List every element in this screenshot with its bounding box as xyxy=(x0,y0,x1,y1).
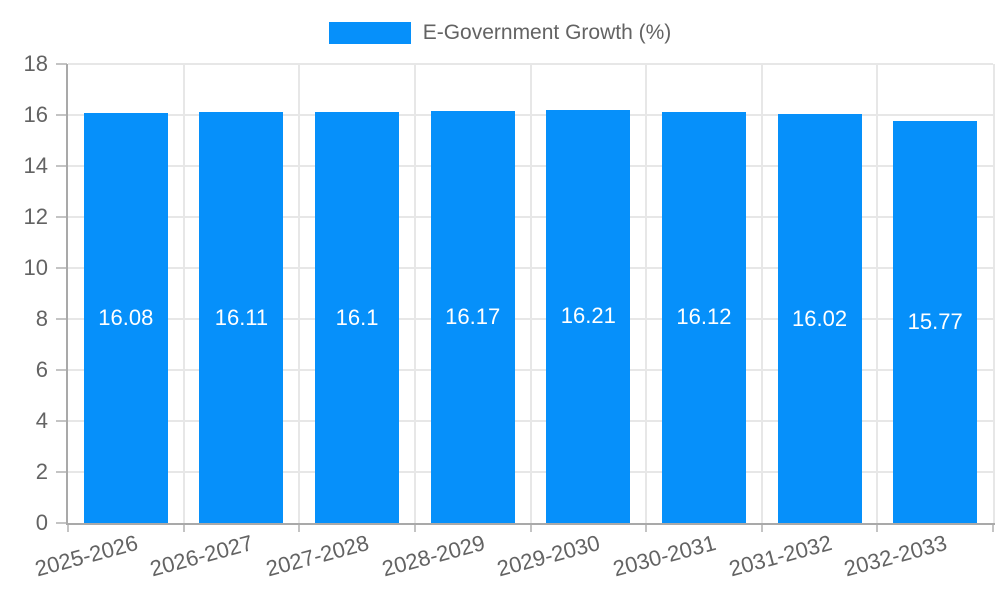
y-tick-label: 14 xyxy=(23,153,48,178)
x-tick-mark xyxy=(529,523,532,532)
x-tick-mark xyxy=(760,523,763,532)
bar-2028-2029: 16.17 xyxy=(430,110,515,523)
bar-value-label: 16.08 xyxy=(98,304,154,330)
gridline-x xyxy=(876,64,879,523)
bar-value-label: 16.12 xyxy=(676,304,732,330)
legend-label[interactable]: E-Government Growth (%) xyxy=(422,21,672,44)
bar-2025-2026: 16.08 xyxy=(83,112,168,523)
bar-value-label: 15.77 xyxy=(907,308,963,334)
plot-top-border xyxy=(68,63,993,65)
y-tick-label: 6 xyxy=(35,357,48,382)
gridline-x xyxy=(298,64,301,523)
x-tick-mark xyxy=(298,523,301,532)
y-tick-label: 12 xyxy=(23,204,48,229)
y-tick-mark xyxy=(56,420,67,422)
bar-value-label: 16.17 xyxy=(445,303,501,329)
bar-value-label: 16.21 xyxy=(560,303,616,329)
bar-value-label: 16.1 xyxy=(335,304,379,330)
gridline-x xyxy=(413,64,416,523)
bar-value-label: 16.02 xyxy=(792,305,848,331)
bar-2027-2028: 16.1 xyxy=(315,112,400,523)
x-tick-mark xyxy=(182,523,185,532)
bar-2032-2033: 15.77 xyxy=(893,120,978,523)
y-tick-mark xyxy=(56,267,67,269)
gridline-x xyxy=(529,64,532,523)
x-tick-mark xyxy=(645,523,648,532)
gridline-x xyxy=(760,64,763,523)
bar-value-label: 16.11 xyxy=(214,304,269,330)
y-tick-label: 16 xyxy=(23,102,48,127)
y-tick-mark xyxy=(56,114,67,116)
y-tick-label: 18 xyxy=(23,51,48,76)
y-tick-label: 0 xyxy=(35,510,48,535)
y-tick-mark xyxy=(56,369,67,371)
y-tick-mark xyxy=(56,63,67,65)
x-tick-mark xyxy=(413,523,416,532)
y-tick-mark xyxy=(56,318,67,320)
bar-2026-2027: 16.11 xyxy=(199,112,284,523)
plot-right-border xyxy=(993,64,995,523)
gridline-x xyxy=(182,64,185,523)
bar-2031-2032: 16.02 xyxy=(777,114,862,523)
y-tick-mark xyxy=(56,165,67,167)
x-tick-mark xyxy=(992,523,994,532)
y-tick-label: 2 xyxy=(35,459,48,484)
y-tick-mark xyxy=(56,471,67,473)
y-tick-label: 10 xyxy=(23,255,48,280)
x-tick-mark xyxy=(876,523,879,532)
y-tick-label: 4 xyxy=(35,408,48,433)
legend[interactable]: E-Government Growth (%) xyxy=(0,21,1000,45)
gridline-x xyxy=(645,64,648,523)
bar-2029-2030: 16.21 xyxy=(546,109,631,523)
y-tick-label: 8 xyxy=(35,306,48,331)
x-axis-line xyxy=(66,523,995,525)
y-axis-line xyxy=(66,64,68,525)
x-tick-mark xyxy=(67,523,69,532)
legend-swatch[interactable] xyxy=(328,22,411,44)
bar-2030-2031: 16.12 xyxy=(661,111,746,523)
y-tick-mark xyxy=(56,522,67,524)
y-tick-mark xyxy=(56,216,67,218)
